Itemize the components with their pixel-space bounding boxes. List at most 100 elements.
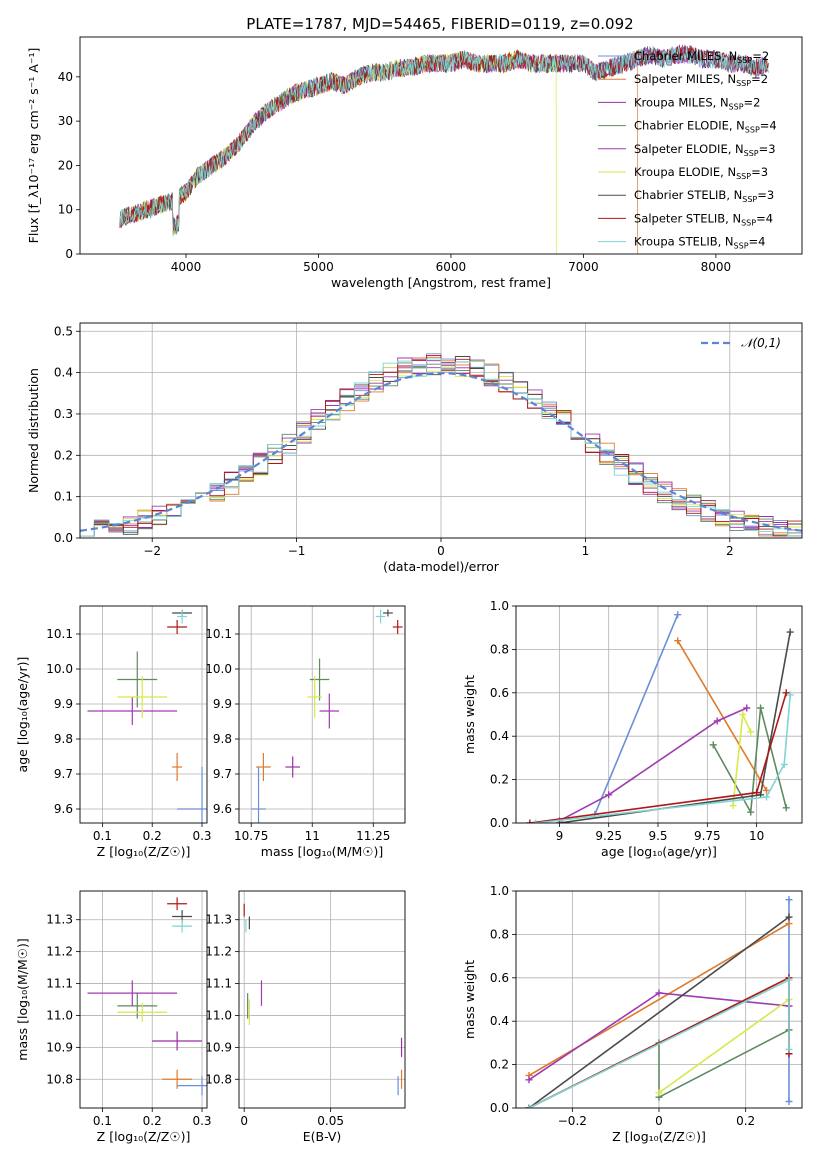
y-tick-label: 0.5 bbox=[54, 324, 73, 338]
y-tick-label: 0.6 bbox=[490, 686, 509, 700]
plot-area-spectrum bbox=[119, 44, 769, 254]
errorbar-point bbox=[285, 756, 301, 778]
x-tick-label: 10.75 bbox=[234, 829, 268, 843]
errorbar-point bbox=[87, 980, 178, 1006]
mass-weight-marker bbox=[785, 976, 793, 984]
mass-weight-marker bbox=[782, 689, 790, 697]
mass-weight-marker bbox=[709, 741, 717, 749]
y-tick-label: 9.8 bbox=[213, 732, 232, 746]
x-tick-label: 0.3 bbox=[192, 1114, 211, 1128]
y-tick-label: 10.8 bbox=[46, 1072, 73, 1086]
x-axis-label: wavelength [Angstrom, rest frame] bbox=[331, 275, 551, 290]
mass-weight-marker bbox=[747, 728, 755, 736]
errorbar-point bbox=[392, 620, 403, 634]
legend-label: Kroupa STELIB, NSSP=4 bbox=[634, 235, 765, 251]
y-tick-label: 9.7 bbox=[213, 767, 232, 781]
x-tick-label: 0 bbox=[240, 1114, 248, 1128]
x-tick-label: 0 bbox=[437, 544, 445, 558]
x-tick-label: −2 bbox=[143, 544, 161, 558]
y-tick-label: 0.0 bbox=[490, 1101, 509, 1115]
mass-weight-marker bbox=[782, 804, 790, 812]
y-tick-label: 0.4 bbox=[54, 366, 73, 380]
spectrum-line bbox=[119, 50, 639, 254]
y-tick-label: 20 bbox=[58, 158, 73, 172]
y-axis-label: mass weight bbox=[462, 960, 477, 1039]
y-tick-label: 0.1 bbox=[54, 490, 73, 504]
y-tick-label: 10.8 bbox=[205, 1072, 232, 1086]
panel-mass-vs-EBV: 0 0.05 10.8 10.9 11.0 11.1 11.2 11.3 E(B-V) bbox=[205, 890, 406, 1144]
y-tick-label: 10.1 bbox=[205, 627, 232, 641]
y-tick-label: 10.9 bbox=[205, 1040, 232, 1054]
x-tick-label: 4000 bbox=[171, 260, 202, 274]
x-axis-label: age [log₁₀(age/yr)] bbox=[601, 844, 717, 859]
y-tick-label: 0.0 bbox=[54, 531, 73, 545]
mass-weight-marker bbox=[532, 819, 540, 823]
y-tick-label: 11.2 bbox=[46, 945, 73, 959]
mass-weight-marker bbox=[757, 704, 765, 712]
axes-frame bbox=[238, 890, 406, 1109]
x-tick-label: −0.2 bbox=[558, 1114, 587, 1128]
x-tick-label: 9.25 bbox=[595, 829, 622, 843]
mass-weight-marker bbox=[526, 819, 534, 823]
y-tick-label: 11.2 bbox=[205, 945, 232, 959]
y-tick-label: 0.8 bbox=[490, 642, 509, 656]
plot-area-mass-weight-vs-Z bbox=[525, 896, 793, 1108]
x-tick-label: 9.5 bbox=[648, 829, 667, 843]
histogram-step bbox=[80, 358, 802, 537]
y-tick-label: 9.8 bbox=[54, 732, 73, 746]
legend-label: Chabrier ELODIE, NSSP=4 bbox=[634, 119, 777, 135]
spectrum-line bbox=[119, 45, 769, 237]
y-axis-label: Flux [f_λ10⁻¹⁷ erg cm⁻² s⁻¹ A⁻¹] bbox=[26, 48, 41, 244]
axes-frame bbox=[515, 890, 803, 1109]
mass-weight-marker bbox=[780, 760, 788, 768]
axes-frame bbox=[515, 605, 803, 824]
errorbar-point bbox=[167, 897, 188, 911]
mass-weight-marker bbox=[525, 1104, 533, 1108]
mass-weight-marker bbox=[785, 913, 793, 921]
mass-weight-marker bbox=[605, 791, 613, 799]
y-tick-label: 0.4 bbox=[490, 1014, 509, 1028]
panel-spectrum: 4000 5000 6000 7000 8000 0 10 20 30 40 wavelength … bbox=[26, 36, 803, 290]
x-tick-label: 0 bbox=[655, 1114, 663, 1128]
errorbar-point bbox=[177, 1076, 207, 1096]
panel-residual-histogram: −2 −1 0 1 2 0.0 0.1 0.2 0.3 0.4 0.5 (data-model)/er… bbox=[26, 322, 803, 574]
y-tick-label: 0.2 bbox=[54, 448, 73, 462]
spectrum-legend: Chabrier MILES, NSSP=2 Salpeter MILES, NS… bbox=[598, 49, 777, 251]
x-tick-label: 6000 bbox=[436, 260, 467, 274]
x-tick-label: 0.2 bbox=[143, 829, 162, 843]
errorbar-point bbox=[87, 697, 178, 725]
legend-label: Chabrier STELIB, NSSP=3 bbox=[634, 188, 774, 204]
x-tick-label: 0.1 bbox=[93, 1114, 112, 1128]
y-axis-label: Normed distribution bbox=[26, 368, 41, 493]
x-axis-label: Z [log₁₀(Z/Z☉)] bbox=[612, 1129, 706, 1144]
mass-weight-marker bbox=[739, 711, 747, 718]
x-tick-label: 0.1 bbox=[93, 829, 112, 843]
x-axis-label: E(B-V) bbox=[303, 1129, 342, 1144]
y-tick-label: 40 bbox=[58, 70, 73, 84]
legend-label: Salpeter ELODIE, NSSP=3 bbox=[634, 142, 776, 158]
y-tick-label: 9.6 bbox=[54, 802, 73, 816]
y-tick-label: 11.0 bbox=[205, 1008, 232, 1022]
figure-title: PLATE=1787, MJD=54465, FIBERID=0119, z=0… bbox=[246, 15, 633, 33]
errorbar-point bbox=[307, 676, 322, 718]
mass-weight-line bbox=[712, 707, 787, 815]
panel-age-vs-mass: 10.75 11 11.25 9.6 9.7 9.8 9.9 10.0 10.1 mass [lo… bbox=[205, 605, 406, 859]
mass-weight-marker bbox=[762, 793, 770, 801]
x-tick-label: 8000 bbox=[701, 260, 732, 274]
axes-frame bbox=[238, 605, 406, 824]
x-tick-label: 10 bbox=[749, 829, 764, 843]
mass-weight-marker bbox=[785, 896, 793, 904]
errorbar-point bbox=[383, 609, 393, 617]
x-tick-label: 7000 bbox=[568, 260, 599, 274]
errorbar-point bbox=[162, 1069, 193, 1089]
x-tick-label: −1 bbox=[288, 544, 306, 558]
plot-area-age-vs-Z bbox=[87, 609, 207, 823]
legend-label: Salpeter STELIB, NSSP=4 bbox=[634, 211, 773, 227]
errorbar-point bbox=[172, 919, 193, 933]
mass-weight-marker bbox=[785, 920, 793, 928]
y-tick-label: 11.3 bbox=[205, 913, 232, 927]
x-axis-label: (data-model)/error bbox=[383, 559, 500, 574]
axes-frame bbox=[79, 322, 803, 539]
y-tick-label: 11.1 bbox=[205, 977, 232, 991]
mass-weight-marker bbox=[713, 717, 721, 725]
